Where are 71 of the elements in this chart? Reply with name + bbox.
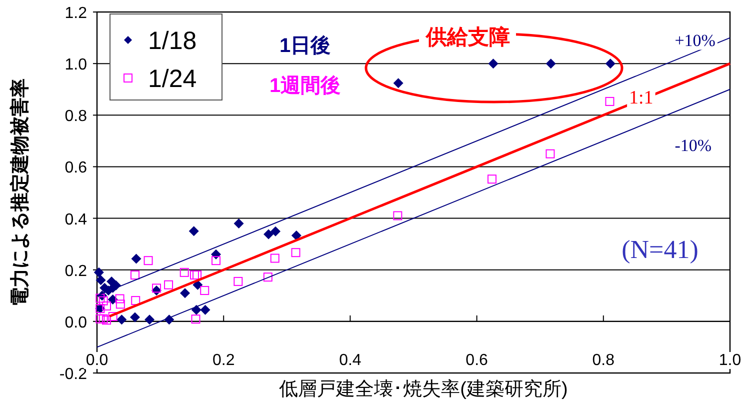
point [116,314,127,325]
point [152,284,161,293]
point [192,270,202,280]
point [131,254,142,264]
point [200,304,210,315]
series-label: 1:1 [629,88,654,109]
annotation: (N=41) [622,235,698,264]
x-tick-label: 0.6 [466,352,488,369]
point [264,229,274,240]
point [487,174,496,184]
point [212,256,221,266]
point [605,58,616,69]
point [291,248,300,258]
point [98,296,108,306]
point [102,301,111,310]
y-tick-label: 0.4 [64,211,88,228]
point [131,296,140,306]
point [164,280,174,290]
point [130,312,140,322]
point [393,211,402,220]
x-axis-title: 低層戸建全壊･焼失率(建築研究所) [279,378,568,400]
point [94,267,104,278]
point [188,226,199,236]
annotation: 1週間後 [269,75,341,97]
point [96,275,106,286]
point [263,272,272,282]
point [393,78,404,88]
point [270,226,281,236]
point [96,314,105,324]
point [108,294,118,305]
legend-label: 1/24 [148,65,197,93]
point [102,316,111,325]
y-tick-label: -0.2 [59,366,88,383]
point [180,268,189,277]
y-tick-label: 0.2 [64,262,88,280]
annotation: 供給支障 [425,25,510,49]
point [488,58,498,69]
series-label: +10% [674,30,716,50]
point [130,270,140,280]
point [116,300,125,309]
x-tick-label: 0.0 [86,352,108,369]
point [98,314,108,324]
series-label: -10% [674,136,712,156]
point [115,294,124,304]
point [191,314,200,324]
y-tick-label: 1.2 [64,5,88,22]
point [234,218,244,228]
point [546,58,556,69]
point [144,256,153,266]
y-tick-label: 0.8 [64,108,88,126]
point [291,230,302,241]
point [108,312,118,322]
point [190,270,199,280]
x-tick-label: 0.4 [339,352,362,369]
legend-label: 1/18 [148,27,197,55]
y-axis-title: 電力による推定建物被害率 [9,78,31,306]
y-tick-label: 0.6 [64,160,88,177]
x-tick-label: 0.8 [592,352,615,369]
point [546,149,555,158]
x-tick-label: 1.0 [718,352,742,369]
point [144,314,155,325]
y-tick-label: 0.0 [64,314,88,332]
point [270,254,280,263]
annotation: 1日後 [279,35,331,57]
y-tick-label: 1.0 [64,56,88,74]
point [605,96,614,106]
point [180,288,190,298]
point [96,294,105,303]
point [200,286,210,295]
point [234,276,243,286]
x-tick-label: 0.2 [212,352,235,369]
